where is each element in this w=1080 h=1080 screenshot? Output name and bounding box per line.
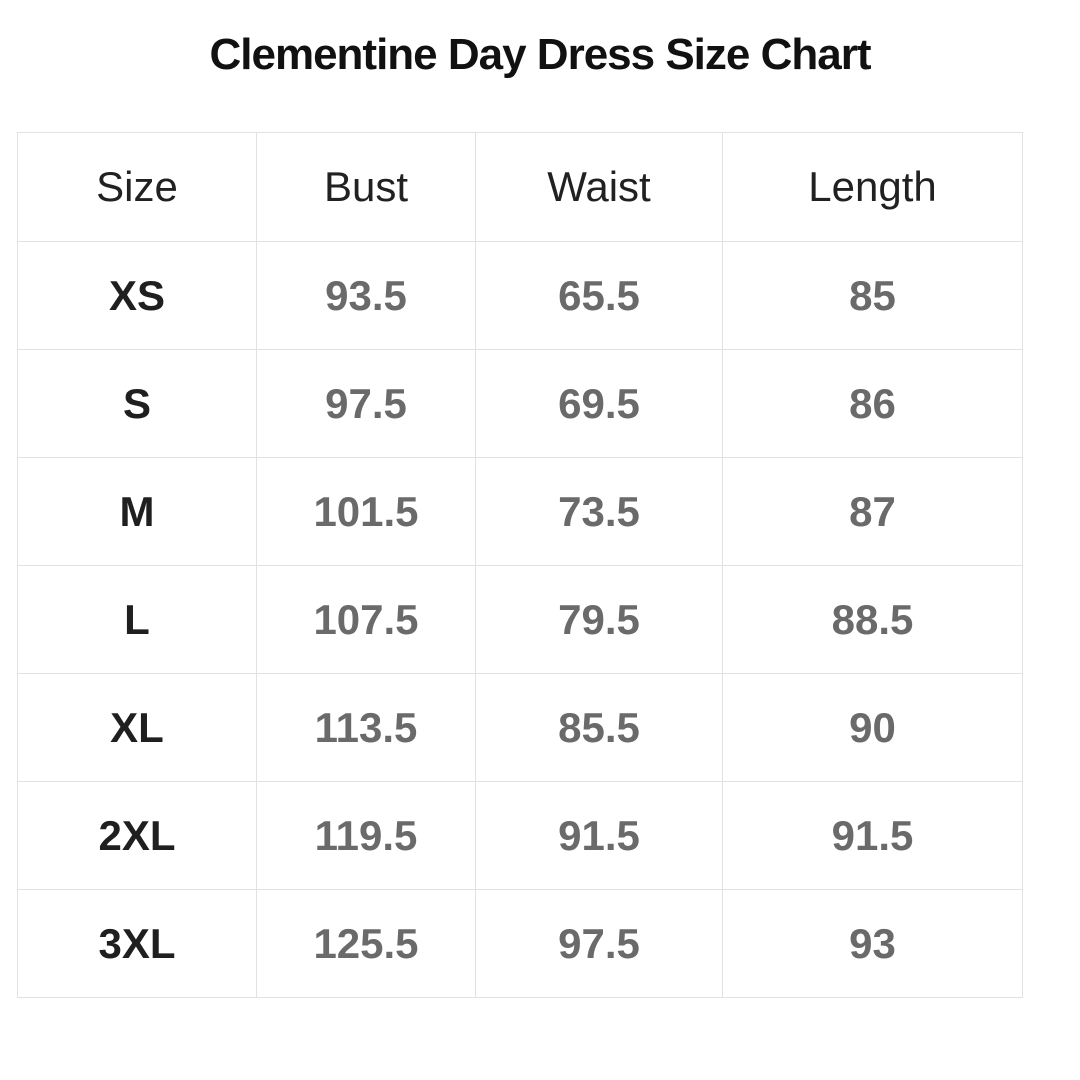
size-label: L (17, 565, 257, 674)
bust-value: 93.5 (256, 241, 476, 350)
length-value: 85 (722, 241, 1023, 350)
length-value: 88.5 (722, 565, 1023, 674)
length-value: 93 (722, 889, 1023, 998)
table-row: L 107.5 79.5 88.5 (17, 565, 1023, 674)
bust-value: 97.5 (256, 349, 476, 458)
column-header-length: Length (722, 132, 1023, 242)
page-title: Clementine Day Dress Size Chart (209, 30, 871, 79)
size-label: XL (17, 673, 257, 782)
table-row: 2XL 119.5 91.5 91.5 (17, 781, 1023, 890)
waist-value: 79.5 (475, 565, 723, 674)
bust-value: 119.5 (256, 781, 476, 890)
waist-value: 91.5 (475, 781, 723, 890)
size-label: 2XL (17, 781, 257, 890)
table-row: M 101.5 73.5 87 (17, 457, 1023, 566)
length-value: 87 (722, 457, 1023, 566)
table-row: 3XL 125.5 97.5 93 (17, 889, 1023, 998)
column-header-size: Size (17, 132, 257, 242)
waist-value: 85.5 (475, 673, 723, 782)
length-value: 91.5 (722, 781, 1023, 890)
header-row: Size Bust Waist Length (17, 132, 1023, 242)
size-label: M (17, 457, 257, 566)
table-row: S 97.5 69.5 86 (17, 349, 1023, 458)
column-header-bust: Bust (256, 132, 476, 242)
bust-value: 125.5 (256, 889, 476, 998)
size-chart-table: Size Bust Waist Length XS 93.5 65.5 85 S… (17, 132, 1023, 998)
waist-value: 69.5 (475, 349, 723, 458)
length-value: 86 (722, 349, 1023, 458)
table-row: XL 113.5 85.5 90 (17, 673, 1023, 782)
size-label: 3XL (17, 889, 257, 998)
bust-value: 101.5 (256, 457, 476, 566)
waist-value: 65.5 (475, 241, 723, 350)
length-value: 90 (722, 673, 1023, 782)
bust-value: 113.5 (256, 673, 476, 782)
waist-value: 73.5 (475, 457, 723, 566)
size-label: S (17, 349, 257, 458)
size-label: XS (17, 241, 257, 350)
waist-value: 97.5 (475, 889, 723, 998)
table-row: XS 93.5 65.5 85 (17, 241, 1023, 350)
bust-value: 107.5 (256, 565, 476, 674)
column-header-waist: Waist (475, 132, 723, 242)
